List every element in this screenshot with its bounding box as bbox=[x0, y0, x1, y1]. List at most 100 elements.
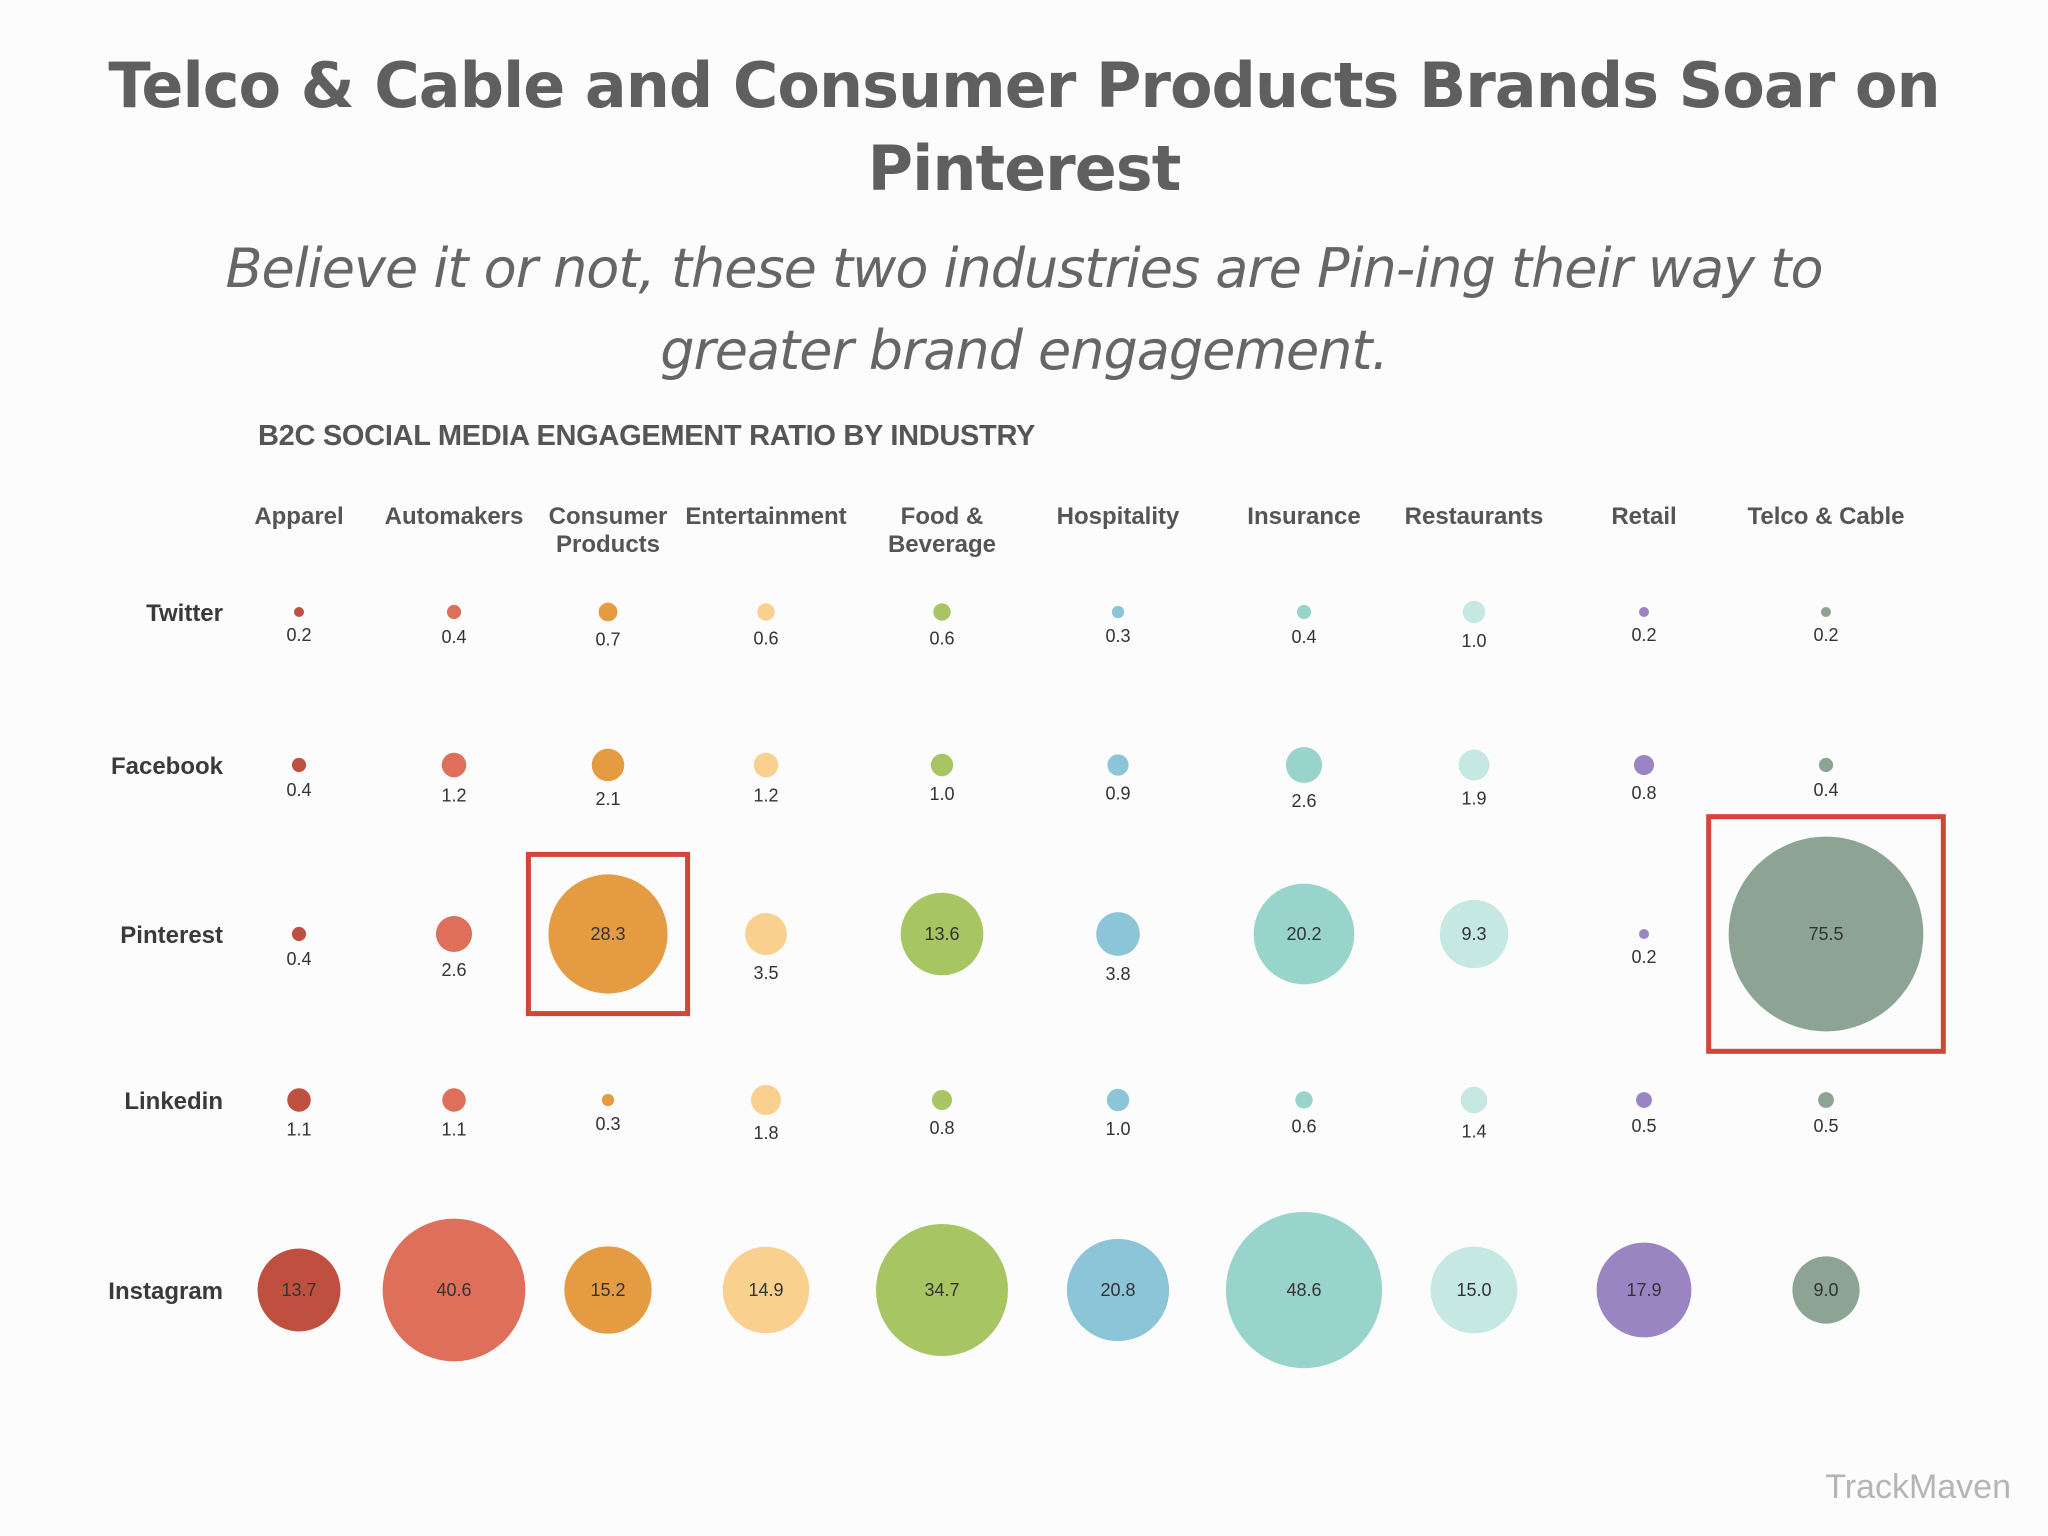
data-label: 0.2 bbox=[1631, 625, 1656, 645]
data-label: 9.0 bbox=[1813, 1280, 1838, 1300]
column-header: Telco & Cable bbox=[1748, 503, 1905, 530]
data-label: 0.5 bbox=[1813, 1116, 1838, 1136]
data-label: 15.0 bbox=[1456, 1280, 1491, 1300]
bubble-point: 0.3 bbox=[595, 1093, 621, 1134]
data-label: 0.7 bbox=[595, 629, 620, 649]
bubble bbox=[1460, 1086, 1488, 1114]
bubble-point: 1.2 bbox=[753, 752, 779, 805]
bubble bbox=[1636, 1092, 1652, 1108]
bubble-point: 3.8 bbox=[1096, 912, 1140, 984]
data-label: 0.6 bbox=[1291, 1117, 1316, 1137]
row-label: Linkedin bbox=[124, 1088, 223, 1115]
bubble bbox=[722, 1246, 810, 1334]
bubble bbox=[933, 603, 951, 621]
bubble-point: 28.3 bbox=[548, 874, 668, 994]
bubble-point: 2.6 bbox=[1285, 746, 1323, 811]
bubble-point: 1.2 bbox=[441, 752, 467, 805]
data-label: 0.4 bbox=[286, 780, 311, 800]
column-header: Automakers bbox=[385, 503, 524, 530]
bubble bbox=[1296, 604, 1312, 620]
bubble bbox=[753, 752, 779, 778]
bubble-point: 20.8 bbox=[1066, 1238, 1170, 1342]
bubble-point: 9.0 bbox=[1792, 1256, 1860, 1324]
bubble-point: 15.2 bbox=[564, 1246, 652, 1334]
row-label: Instagram bbox=[108, 1278, 223, 1305]
data-label: 13.7 bbox=[281, 1280, 316, 1300]
data-label: 15.2 bbox=[590, 1280, 625, 1300]
bubble-point: 0.7 bbox=[595, 602, 621, 649]
bubble-point: 1.0 bbox=[1105, 1088, 1131, 1139]
data-label: 40.6 bbox=[436, 1280, 471, 1300]
data-label: 1.2 bbox=[753, 785, 778, 805]
bubble bbox=[745, 913, 787, 955]
data-label: 0.4 bbox=[1291, 627, 1316, 647]
bubble bbox=[601, 1093, 615, 1107]
bubble-point: 0.2 bbox=[1813, 606, 1839, 645]
bubble-point: 1.1 bbox=[441, 1088, 467, 1140]
bubble bbox=[291, 926, 307, 942]
bubble-point: 0.4 bbox=[286, 926, 312, 969]
data-label: 0.6 bbox=[753, 629, 778, 649]
bubble bbox=[931, 1089, 953, 1111]
bubble-point: 2.6 bbox=[435, 915, 473, 980]
bubble-point: 1.9 bbox=[1458, 749, 1490, 808]
data-label: 0.4 bbox=[1813, 780, 1838, 800]
bubble-point: 1.0 bbox=[929, 753, 955, 804]
bubble bbox=[441, 752, 467, 778]
bubble bbox=[287, 1088, 311, 1112]
data-label: 3.5 bbox=[753, 963, 778, 983]
data-label: 75.5 bbox=[1808, 924, 1843, 944]
page-title: Telco & Cable and Consumer Products Bran… bbox=[108, 49, 1940, 205]
brand-watermark: TrackMaven bbox=[1825, 1468, 2011, 1506]
highlight-box bbox=[1706, 814, 1946, 1054]
column-header: Food & Beverage bbox=[888, 503, 996, 558]
bubble-point: 75.5 bbox=[1728, 836, 1924, 1032]
bubble bbox=[1458, 749, 1490, 781]
bubble bbox=[382, 1218, 526, 1362]
data-label: 1.9 bbox=[1461, 788, 1486, 808]
data-label: 2.1 bbox=[595, 789, 620, 809]
bubble-point: 48.6 bbox=[1225, 1211, 1383, 1369]
data-label: 1.4 bbox=[1461, 1121, 1486, 1141]
bubble bbox=[1285, 746, 1323, 784]
bubble bbox=[1818, 1092, 1834, 1108]
bubble bbox=[435, 915, 473, 953]
bubble bbox=[1066, 1238, 1170, 1342]
bubble-point: 0.6 bbox=[753, 603, 779, 649]
highlight-box bbox=[525, 851, 691, 1017]
bubble-point: 0.4 bbox=[1813, 757, 1839, 800]
data-label: 0.2 bbox=[1631, 947, 1656, 967]
data-label: 20.2 bbox=[1286, 924, 1321, 944]
bubble bbox=[591, 748, 625, 782]
data-label: 34.7 bbox=[924, 1280, 959, 1300]
bubble-point: 14.9 bbox=[722, 1246, 810, 1334]
bubble-point: 3.5 bbox=[745, 913, 787, 983]
bubble-point: 0.5 bbox=[1813, 1092, 1839, 1136]
column-header: Retail bbox=[1611, 503, 1676, 530]
bubble bbox=[1792, 1256, 1860, 1324]
bubble-point: 17.9 bbox=[1596, 1242, 1692, 1338]
bubble bbox=[1430, 1246, 1518, 1334]
data-label: 0.8 bbox=[929, 1118, 954, 1138]
bubble-point: 0.2 bbox=[1631, 606, 1657, 645]
bubble bbox=[757, 603, 775, 621]
bubble bbox=[446, 604, 462, 620]
data-label: 20.8 bbox=[1100, 1280, 1135, 1300]
bubble-point: 1.0 bbox=[1461, 600, 1487, 651]
column-header: Entertainment bbox=[685, 503, 846, 530]
bubble bbox=[1096, 912, 1140, 956]
bubble-point: 0.8 bbox=[929, 1089, 955, 1138]
bubble-point: 1.1 bbox=[286, 1088, 312, 1140]
bubble-point: 1.8 bbox=[750, 1084, 782, 1143]
bubble-point: 0.5 bbox=[1631, 1092, 1657, 1136]
data-label: 0.3 bbox=[595, 1114, 620, 1134]
bubble bbox=[442, 1088, 466, 1112]
bubble bbox=[1111, 605, 1125, 619]
bubble bbox=[293, 606, 305, 618]
bubble bbox=[1439, 899, 1509, 969]
bubble bbox=[1638, 606, 1650, 618]
data-label: 1.1 bbox=[286, 1120, 311, 1140]
bubble-point: 40.6 bbox=[382, 1218, 526, 1362]
data-label: 9.3 bbox=[1461, 924, 1486, 944]
